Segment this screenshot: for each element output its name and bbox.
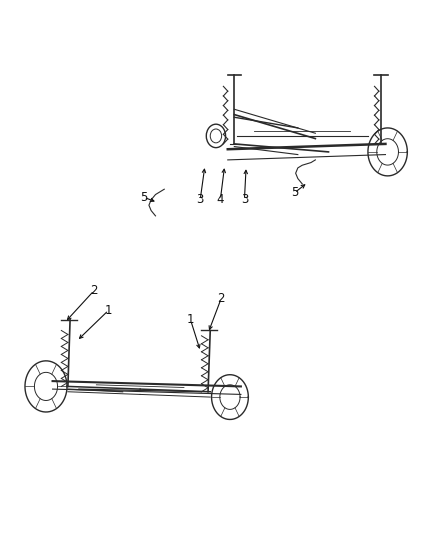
Text: 3: 3 [197, 193, 204, 206]
Text: 4: 4 [216, 193, 224, 206]
Text: 3: 3 [241, 193, 248, 206]
Text: 1: 1 [105, 304, 113, 317]
Text: 5: 5 [291, 187, 298, 199]
Text: 5: 5 [140, 191, 147, 204]
Text: 2: 2 [90, 284, 98, 297]
Text: 2: 2 [217, 292, 225, 305]
Text: 1: 1 [187, 313, 194, 326]
